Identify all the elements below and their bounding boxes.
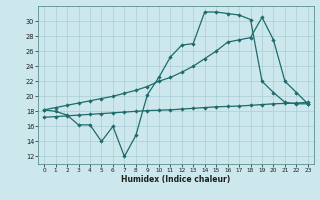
X-axis label: Humidex (Indice chaleur): Humidex (Indice chaleur) [121, 175, 231, 184]
